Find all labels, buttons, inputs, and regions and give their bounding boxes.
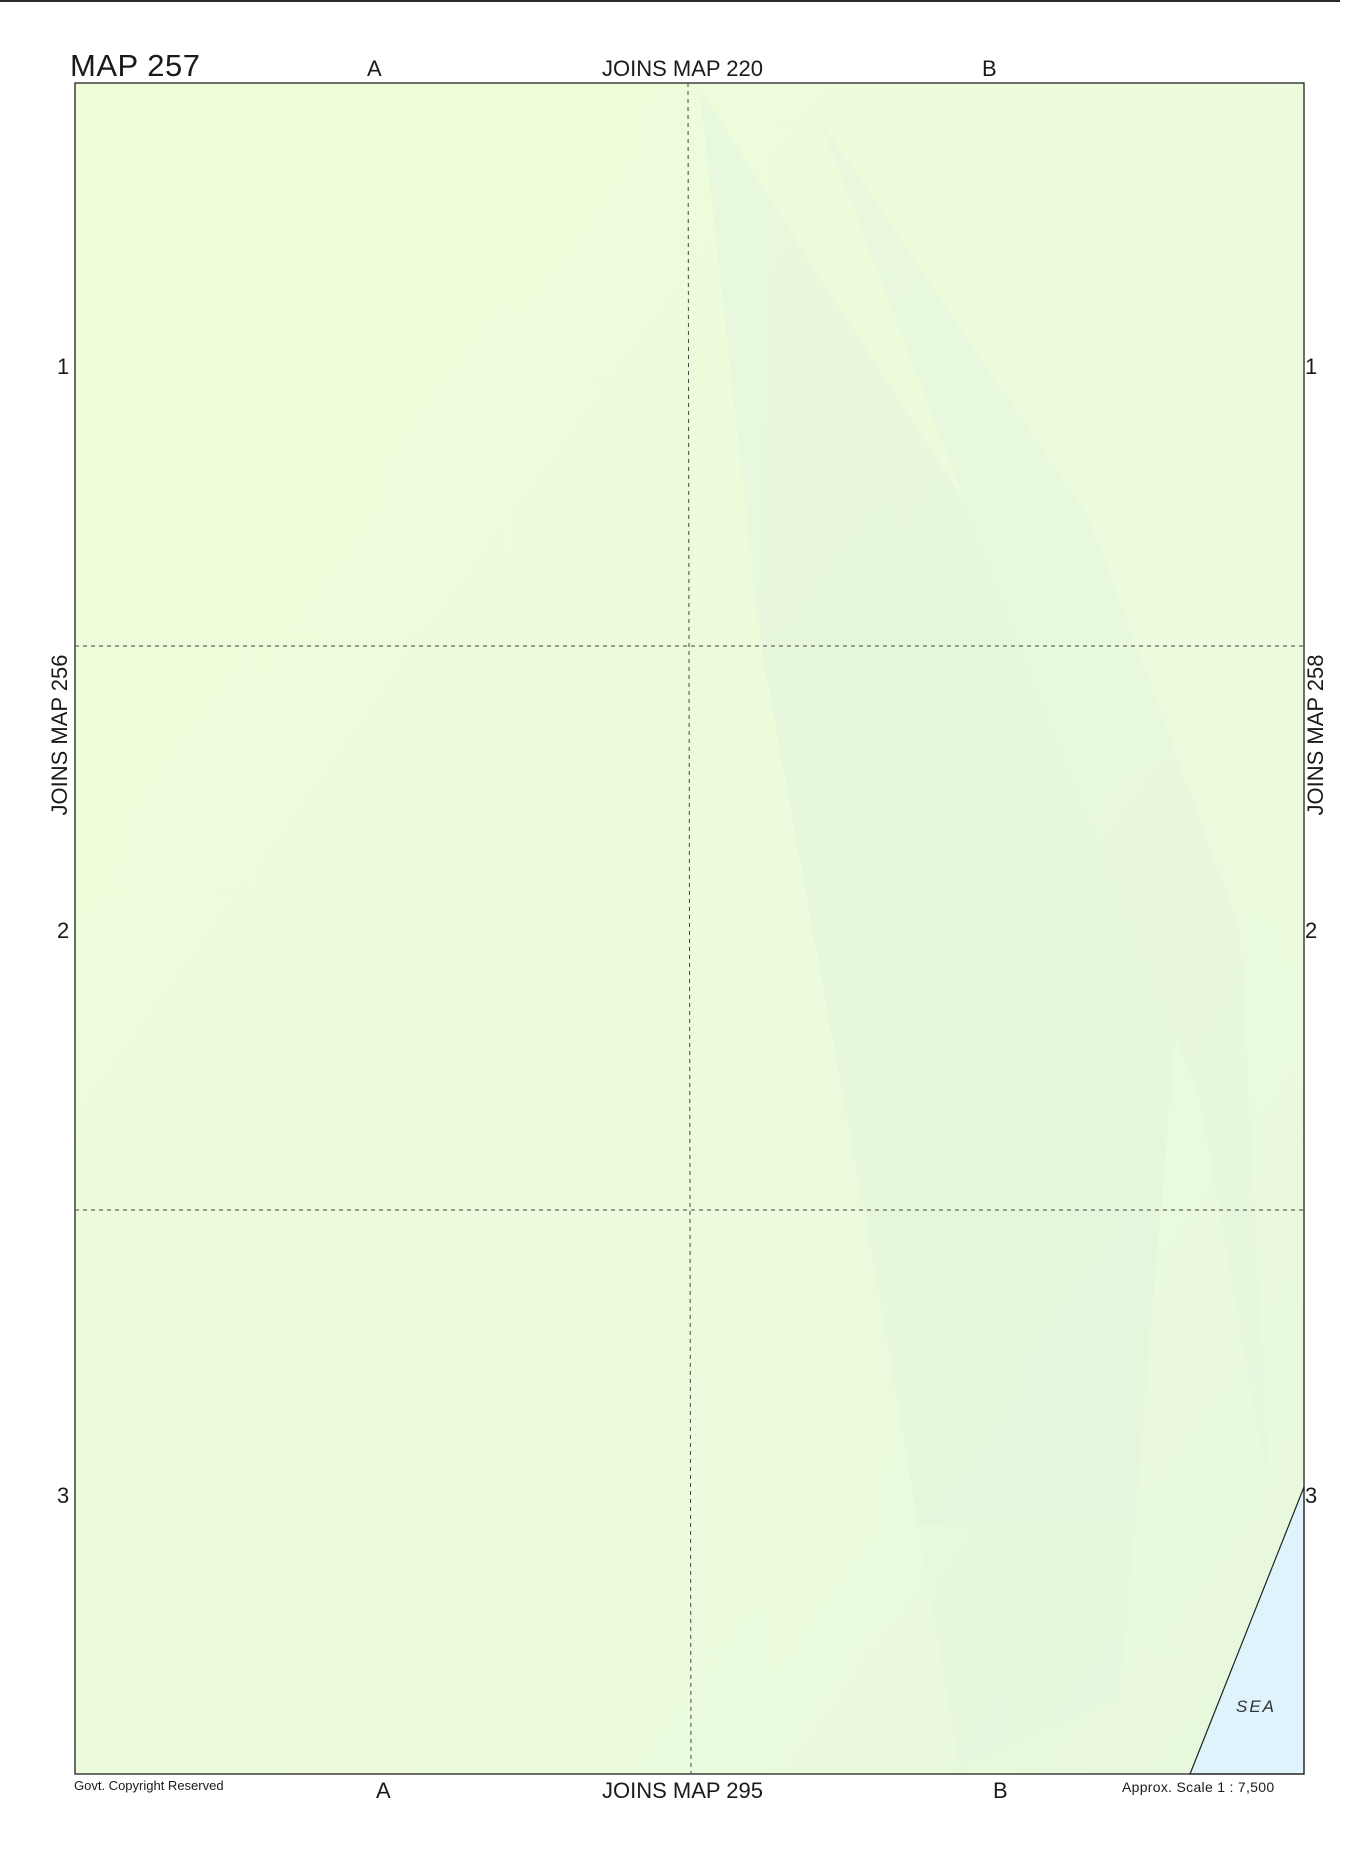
- grid-line-vertical: [687, 82, 692, 1775]
- sea-label: SEA: [1236, 1697, 1276, 1716]
- row-label-1-left: 1: [57, 354, 70, 379]
- map-title: MAP 257: [70, 48, 201, 83]
- copyright-notice: Govt. Copyright Reserved: [74, 1778, 224, 1793]
- joins-map-top[interactable]: JOINS MAP 220: [602, 56, 763, 81]
- map-border: [74, 82, 1305, 1775]
- joins-map-right[interactable]: JOINS MAP 258: [1303, 654, 1328, 816]
- top-edge-rule: [0, 0, 1340, 2]
- column-label-b-top: B: [982, 56, 997, 81]
- terrain-shading: [700, 90, 1270, 1770]
- row-label-3-right: 3: [1305, 1483, 1318, 1508]
- row-label-2-right: 2: [1305, 918, 1318, 943]
- column-label-a-top: A: [367, 56, 382, 81]
- row-label-1-right: 1: [1305, 354, 1318, 379]
- column-label-a-bottom: A: [376, 1778, 391, 1803]
- row-label-2-left: 2: [57, 918, 70, 943]
- scale-label: Approx. Scale 1 : 7,500: [1122, 1779, 1275, 1795]
- row-label-3-left: 3: [57, 1483, 70, 1508]
- joins-map-bottom[interactable]: JOINS MAP 295: [602, 1778, 763, 1803]
- column-label-b-bottom: B: [993, 1778, 1008, 1803]
- joins-map-left[interactable]: JOINS MAP 256: [47, 654, 72, 816]
